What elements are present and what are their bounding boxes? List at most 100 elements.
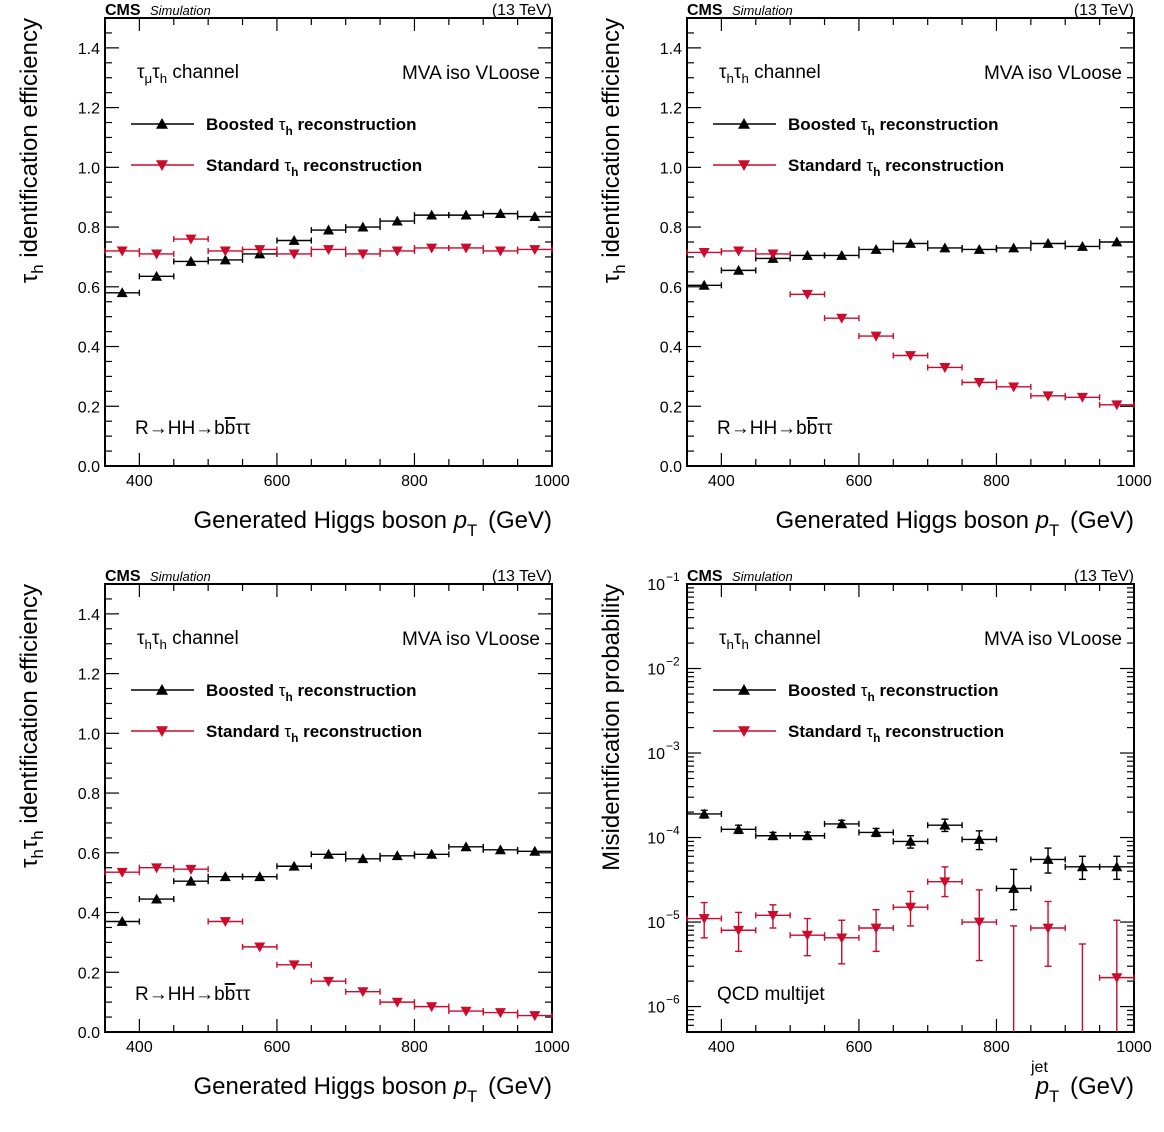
data-point (870, 826, 882, 837)
data-point (733, 823, 745, 834)
data-point (460, 209, 472, 220)
legend-label-part: Boosted (788, 681, 861, 700)
series-1 (104, 863, 553, 1022)
data-point (426, 209, 438, 220)
data-point (185, 234, 197, 245)
data-point (391, 246, 403, 257)
channel-label-part: channel (749, 62, 821, 83)
legend-marker (738, 684, 750, 695)
channel-label-part: h (727, 71, 734, 86)
y-tick-label: 1.4 (78, 41, 100, 58)
legend-marker (738, 726, 750, 737)
legend-label-part: τ (861, 681, 868, 700)
y-tick-label: 10 (647, 746, 665, 763)
data-point (185, 875, 197, 886)
x-axis-title-part: p (1035, 507, 1049, 534)
data-point (1076, 240, 1088, 251)
plot-frame (104, 17, 553, 467)
data-point (767, 249, 779, 260)
series-1 (104, 234, 553, 260)
channel-label: τhτh channel (137, 628, 239, 652)
channel-label-part: h (160, 71, 167, 86)
data-point (698, 808, 710, 819)
legend-label-part: reconstruction (298, 722, 422, 741)
x-axis-title-part: (GeV) (481, 1073, 552, 1100)
y-tick-label: 0.2 (660, 399, 682, 416)
legend-marker (738, 118, 750, 129)
y-tick-label: 1.4 (78, 607, 100, 624)
data-point (973, 243, 985, 254)
legend-label-part: h (867, 690, 874, 704)
data-point (1008, 882, 1020, 893)
legend-label-part: Standard (206, 156, 284, 175)
y-tick-label: 0.8 (78, 220, 100, 237)
isolation-label: MVA iso VLoose (402, 629, 540, 650)
legend-label-part: τ (284, 722, 291, 741)
channel-label-part: τ (719, 62, 727, 83)
data-point (357, 853, 369, 864)
data-point (939, 877, 951, 888)
process-label-part: b (225, 984, 236, 1005)
x-axis-title-part: p (453, 507, 467, 534)
x-axis-title-superscript: jet (1030, 1059, 1048, 1076)
data-point (391, 850, 403, 861)
legend-label-part: τ (866, 722, 873, 741)
x-axis-title-part: (GeV) (1063, 1073, 1134, 1100)
isolation-label: MVA iso VLoose (402, 63, 540, 84)
x-tick-label: 800 (983, 1039, 1010, 1056)
panel-mutau-efficiency: 400 600 800 1000 0.0 0.2 0.4 0.6 0.8 1.0 1.2 1.4 CMS… (0, 0, 582, 566)
data-point (1111, 861, 1123, 872)
y-tick-label: 10 (647, 662, 665, 679)
channel-label-part: h (727, 637, 734, 652)
channel-label-part: h (145, 637, 152, 652)
legend-marker (156, 684, 168, 695)
y-axis-title-part: h (28, 849, 47, 858)
y-tick-label: 0.0 (78, 459, 100, 476)
data-point (1076, 861, 1088, 872)
data-point (185, 864, 197, 875)
x-axis-title-part: T (467, 521, 477, 540)
channel-label: τμτh channel (137, 62, 239, 86)
y-tick-label: 0.0 (78, 1025, 100, 1042)
process-label: R→HH→bbττ (717, 418, 833, 439)
data-point (219, 254, 231, 265)
data-point (939, 819, 951, 830)
legend-label-part: Boosted (788, 115, 861, 134)
plot-frame (686, 583, 1135, 1033)
x-axis-title-part: (GeV) (481, 507, 552, 534)
legend-label: Standard τh reconstruction (206, 156, 422, 179)
data-point (219, 917, 231, 927)
data-point (494, 844, 506, 855)
data-point (254, 942, 266, 953)
data-point (323, 245, 334, 255)
legend-label-part: h (291, 731, 298, 745)
channel-label-part: channel (167, 628, 239, 649)
y-tick-label: 0.8 (78, 786, 100, 803)
y-tick-label: 0.0 (660, 459, 682, 476)
data-point (288, 860, 300, 871)
y-tick-base: 10 (647, 831, 665, 848)
data-point (698, 248, 710, 258)
legend-label: Boosted τh reconstruction (788, 115, 998, 138)
data-point (939, 242, 951, 253)
channel-label-part: h (159, 637, 166, 652)
data-point (905, 351, 916, 361)
cms-label: CMS (105, 2, 141, 19)
process-label: R→HH→bbττ (135, 984, 251, 1005)
x-axis-title-part: p (1035, 1073, 1049, 1100)
y-axis-title-part: h (28, 830, 47, 839)
legend-label-part: τ (861, 115, 868, 134)
y-tick-label: 0.8 (660, 220, 682, 237)
legend-marker (156, 160, 168, 171)
series-0 (104, 208, 553, 298)
y-tick-base: 10 (647, 915, 665, 932)
x-tick-label: 1000 (1116, 1039, 1152, 1056)
simulation-label: Simulation (732, 3, 793, 18)
y-tick-label: 0.4 (78, 340, 100, 357)
channel-label-part: τ (734, 62, 742, 83)
y-tick-exponent: −1 (666, 570, 680, 584)
y-axis-title-part: h (28, 264, 47, 273)
data-point (460, 1006, 472, 1017)
data-point (529, 1011, 541, 1022)
chart-svg: 400 600 800 1000 0.0 0.2 0.4 0.6 0.8 1.0 1.2 1.4 CMS… (16, 2, 570, 540)
